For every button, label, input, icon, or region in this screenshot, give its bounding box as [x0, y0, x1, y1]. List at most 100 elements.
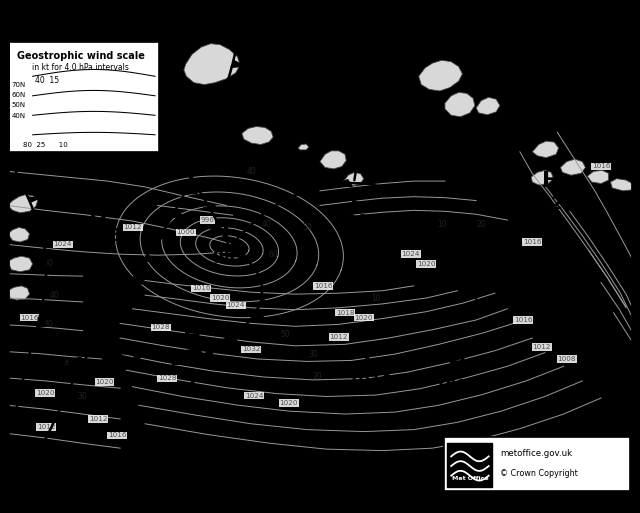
Text: H: H	[448, 354, 467, 374]
Polygon shape	[252, 312, 264, 318]
Polygon shape	[45, 285, 55, 291]
Text: 1016: 1016	[314, 283, 332, 289]
Text: 1012: 1012	[89, 416, 108, 422]
Text: 996: 996	[200, 217, 214, 223]
Polygon shape	[204, 205, 215, 210]
Polygon shape	[210, 225, 223, 230]
Text: L: L	[54, 332, 68, 352]
Text: H: H	[182, 327, 201, 347]
Text: L: L	[351, 188, 365, 208]
Polygon shape	[177, 165, 189, 170]
Text: 1016: 1016	[523, 239, 541, 245]
Polygon shape	[588, 170, 609, 184]
Text: 20: 20	[476, 221, 486, 229]
Text: 40: 40	[262, 221, 272, 229]
Text: 1007: 1007	[335, 212, 381, 230]
Polygon shape	[46, 267, 56, 272]
Polygon shape	[184, 44, 240, 85]
Polygon shape	[447, 261, 457, 266]
Text: 1020: 1020	[211, 295, 229, 301]
Polygon shape	[423, 112, 432, 119]
Bar	[447, 443, 492, 487]
Text: 1028: 1028	[75, 227, 122, 245]
Polygon shape	[53, 470, 65, 477]
Text: L: L	[476, 247, 490, 267]
Polygon shape	[352, 80, 364, 86]
Text: 40: 40	[246, 167, 256, 176]
Text: H: H	[89, 203, 108, 223]
Polygon shape	[298, 144, 308, 150]
Polygon shape	[532, 141, 559, 157]
Polygon shape	[344, 172, 364, 186]
Polygon shape	[186, 183, 199, 189]
Text: 1016: 1016	[192, 285, 211, 291]
Polygon shape	[204, 140, 218, 146]
Polygon shape	[45, 249, 55, 254]
Text: 1020: 1020	[36, 390, 54, 396]
Text: 1006: 1006	[38, 357, 84, 374]
Text: Forecast chart (T+24) Valid 18 UTC SUN 02  JUN 2024: Forecast chart (T+24) Valid 18 UTC SUN 0…	[11, 35, 234, 42]
Polygon shape	[129, 278, 143, 284]
Polygon shape	[20, 181, 31, 186]
Polygon shape	[149, 130, 161, 135]
Text: 1018: 1018	[336, 310, 354, 315]
Polygon shape	[152, 354, 163, 361]
Text: L: L	[63, 422, 77, 442]
Text: 70N: 70N	[12, 82, 26, 88]
Text: 1032: 1032	[242, 346, 260, 352]
Polygon shape	[209, 343, 220, 350]
Text: 1016: 1016	[20, 314, 39, 321]
Polygon shape	[231, 61, 244, 68]
Polygon shape	[13, 165, 24, 170]
Polygon shape	[8, 195, 38, 213]
Text: 1010: 1010	[347, 373, 393, 391]
Text: 50N: 50N	[12, 103, 26, 108]
Text: 1020: 1020	[417, 261, 435, 267]
Text: L: L	[363, 349, 377, 369]
Text: 1008: 1008	[557, 356, 576, 362]
Text: 10: 10	[371, 293, 381, 303]
Polygon shape	[8, 227, 29, 242]
Text: 1028: 1028	[157, 376, 176, 382]
Polygon shape	[215, 114, 228, 121]
Polygon shape	[419, 60, 463, 91]
Bar	[444, 437, 630, 490]
Polygon shape	[259, 299, 271, 305]
Text: 1000: 1000	[177, 229, 195, 235]
Polygon shape	[476, 97, 500, 115]
Text: 30: 30	[309, 349, 319, 359]
Text: 1012: 1012	[37, 424, 56, 430]
Polygon shape	[357, 157, 369, 164]
Text: 20: 20	[312, 371, 322, 381]
Text: Met Office: Met Office	[452, 476, 488, 481]
Polygon shape	[445, 92, 475, 117]
Text: 50: 50	[44, 260, 53, 268]
Text: 1012: 1012	[460, 271, 506, 289]
Polygon shape	[41, 231, 51, 236]
Text: 40: 40	[44, 320, 53, 329]
Polygon shape	[143, 255, 156, 261]
Text: 1020: 1020	[355, 314, 373, 321]
Text: in kt for 4.0 hPa intervals: in kt for 4.0 hPa intervals	[33, 63, 129, 72]
Polygon shape	[323, 182, 332, 188]
Polygon shape	[8, 286, 29, 300]
Text: 1016: 1016	[108, 432, 126, 439]
Polygon shape	[358, 138, 370, 144]
Polygon shape	[242, 127, 273, 145]
Text: 1012: 1012	[124, 224, 142, 230]
Polygon shape	[303, 187, 312, 193]
Text: 60N: 60N	[12, 92, 26, 98]
Text: 1024: 1024	[401, 251, 420, 257]
Polygon shape	[433, 251, 443, 256]
Polygon shape	[195, 164, 208, 171]
Polygon shape	[74, 344, 85, 350]
Polygon shape	[458, 272, 468, 277]
Text: 1020: 1020	[528, 195, 574, 213]
Text: 10: 10	[437, 221, 447, 229]
Text: 1012: 1012	[330, 334, 348, 340]
Polygon shape	[611, 179, 632, 191]
Text: 1020: 1020	[280, 400, 298, 406]
Text: L: L	[222, 225, 237, 245]
Polygon shape	[344, 180, 352, 187]
Text: 40N: 40N	[12, 113, 26, 119]
